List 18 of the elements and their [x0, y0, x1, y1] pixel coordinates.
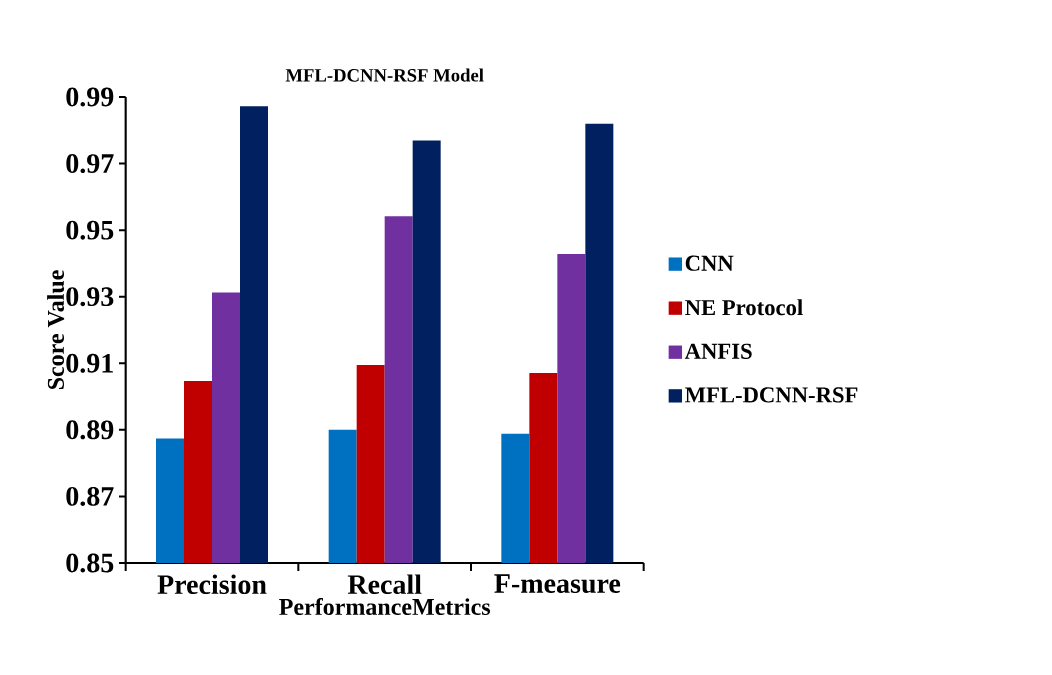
y-tick-label: 0.91	[66, 353, 113, 373]
x-tick-label: F-measure	[494, 574, 621, 594]
y-tick-label: 0.85	[66, 553, 114, 573]
y-axis-title: Score Value	[47, 270, 65, 390]
legend-label: MFL-DCNN-RSF	[685, 387, 858, 403]
y-tick-label: 0.95	[66, 220, 114, 240]
chart-title: MFL-DCNN-RSF Model	[285, 68, 484, 82]
legend-label: ANFIS	[684, 343, 752, 359]
x-axis-title: PerformanceMetrics	[279, 597, 491, 616]
y-tick-label: 0.87	[66, 486, 114, 506]
y-tick-label: 0.97	[66, 154, 114, 174]
legend-label: NE Protocol	[685, 299, 803, 316]
x-tick-label: Precision	[157, 574, 267, 595]
legend-label: CNN	[685, 255, 734, 271]
x-tick-label: Recall	[347, 574, 422, 595]
y-tick-label: 0.99	[66, 87, 114, 107]
y-tick-label: 0.93	[66, 287, 114, 307]
y-tick-label: 0.89	[66, 420, 114, 440]
